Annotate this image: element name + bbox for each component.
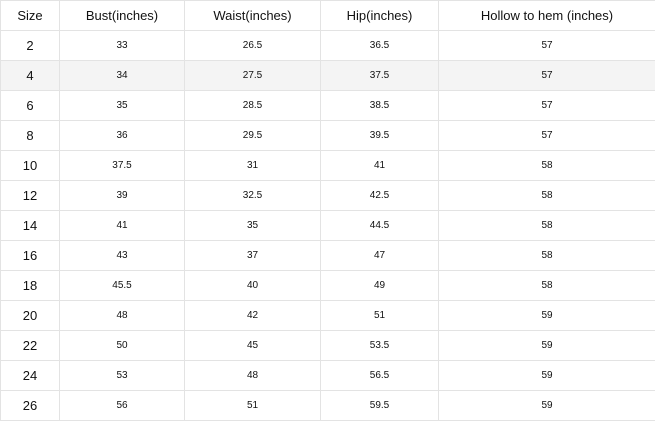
cell-waist: 32.5 (185, 181, 321, 211)
cell-bust: 41 (60, 211, 185, 241)
header-waist: Waist(inches) (185, 1, 321, 31)
cell-hollow-to-hem: 57 (439, 91, 655, 121)
header-size: Size (1, 1, 60, 31)
cell-bust: 37.5 (60, 151, 185, 181)
cell-hip: 39.5 (321, 121, 439, 151)
cell-size: 22 (1, 331, 60, 361)
cell-bust: 36 (60, 121, 185, 151)
cell-bust: 34 (60, 61, 185, 91)
cell-bust: 33 (60, 31, 185, 61)
cell-size: 8 (1, 121, 60, 151)
cell-waist: 42 (185, 301, 321, 331)
cell-waist: 37 (185, 241, 321, 271)
cell-hip: 36.5 (321, 31, 439, 61)
cell-bust: 45.5 (60, 271, 185, 301)
cell-hollow-to-hem: 58 (439, 151, 655, 181)
cell-waist: 51 (185, 391, 321, 421)
cell-hollow-to-hem: 59 (439, 361, 655, 391)
cell-bust: 56 (60, 391, 185, 421)
cell-waist: 26.5 (185, 31, 321, 61)
cell-size: 2 (1, 31, 60, 61)
cell-size: 4 (1, 61, 60, 91)
cell-bust: 53 (60, 361, 185, 391)
cell-size: 6 (1, 91, 60, 121)
cell-hollow-to-hem: 57 (439, 61, 655, 91)
header-hip: Hip(inches) (321, 1, 439, 31)
cell-size: 16 (1, 241, 60, 271)
cell-hip: 47 (321, 241, 439, 271)
cell-size: 26 (1, 391, 60, 421)
cell-bust: 50 (60, 331, 185, 361)
cell-hollow-to-hem: 58 (439, 181, 655, 211)
cell-hip: 53.5 (321, 331, 439, 361)
header-row: Size Bust(inches) Waist(inches) Hip(inch… (1, 1, 655, 31)
cell-hip: 49 (321, 271, 439, 301)
cell-waist: 40 (185, 271, 321, 301)
cell-waist: 45 (185, 331, 321, 361)
cell-hip: 38.5 (321, 91, 439, 121)
cell-hollow-to-hem: 58 (439, 271, 655, 301)
cell-hip: 51 (321, 301, 439, 331)
cell-hip: 41 (321, 151, 439, 181)
cell-size: 24 (1, 361, 60, 391)
cell-hollow-to-hem: 59 (439, 391, 655, 421)
cell-waist: 48 (185, 361, 321, 391)
cell-hip: 59.5 (321, 391, 439, 421)
cell-hip: 37.5 (321, 61, 439, 91)
cell-waist: 29.5 (185, 121, 321, 151)
cell-hollow-to-hem: 58 (439, 241, 655, 271)
cell-bust: 39 (60, 181, 185, 211)
cell-size: 10 (1, 151, 60, 181)
cell-waist: 27.5 (185, 61, 321, 91)
cell-bust: 35 (60, 91, 185, 121)
cell-hip: 56.5 (321, 361, 439, 391)
cell-waist: 31 (185, 151, 321, 181)
cell-waist: 28.5 (185, 91, 321, 121)
cell-waist: 35 (185, 211, 321, 241)
cell-hollow-to-hem: 59 (439, 301, 655, 331)
header-hollow-to-hem: Hollow to hem (inches) (439, 1, 655, 31)
cell-hollow-to-hem: 57 (439, 31, 655, 61)
cell-size: 14 (1, 211, 60, 241)
cell-size: 12 (1, 181, 60, 211)
cell-hollow-to-hem: 59 (439, 331, 655, 361)
cell-size: 20 (1, 301, 60, 331)
cell-size: 18 (1, 271, 60, 301)
header-bust: Bust(inches) (60, 1, 185, 31)
cell-hollow-to-hem: 57 (439, 121, 655, 151)
cell-hollow-to-hem: 58 (439, 211, 655, 241)
cell-bust: 48 (60, 301, 185, 331)
cell-hip: 44.5 (321, 211, 439, 241)
cell-bust: 43 (60, 241, 185, 271)
cell-hip: 42.5 (321, 181, 439, 211)
